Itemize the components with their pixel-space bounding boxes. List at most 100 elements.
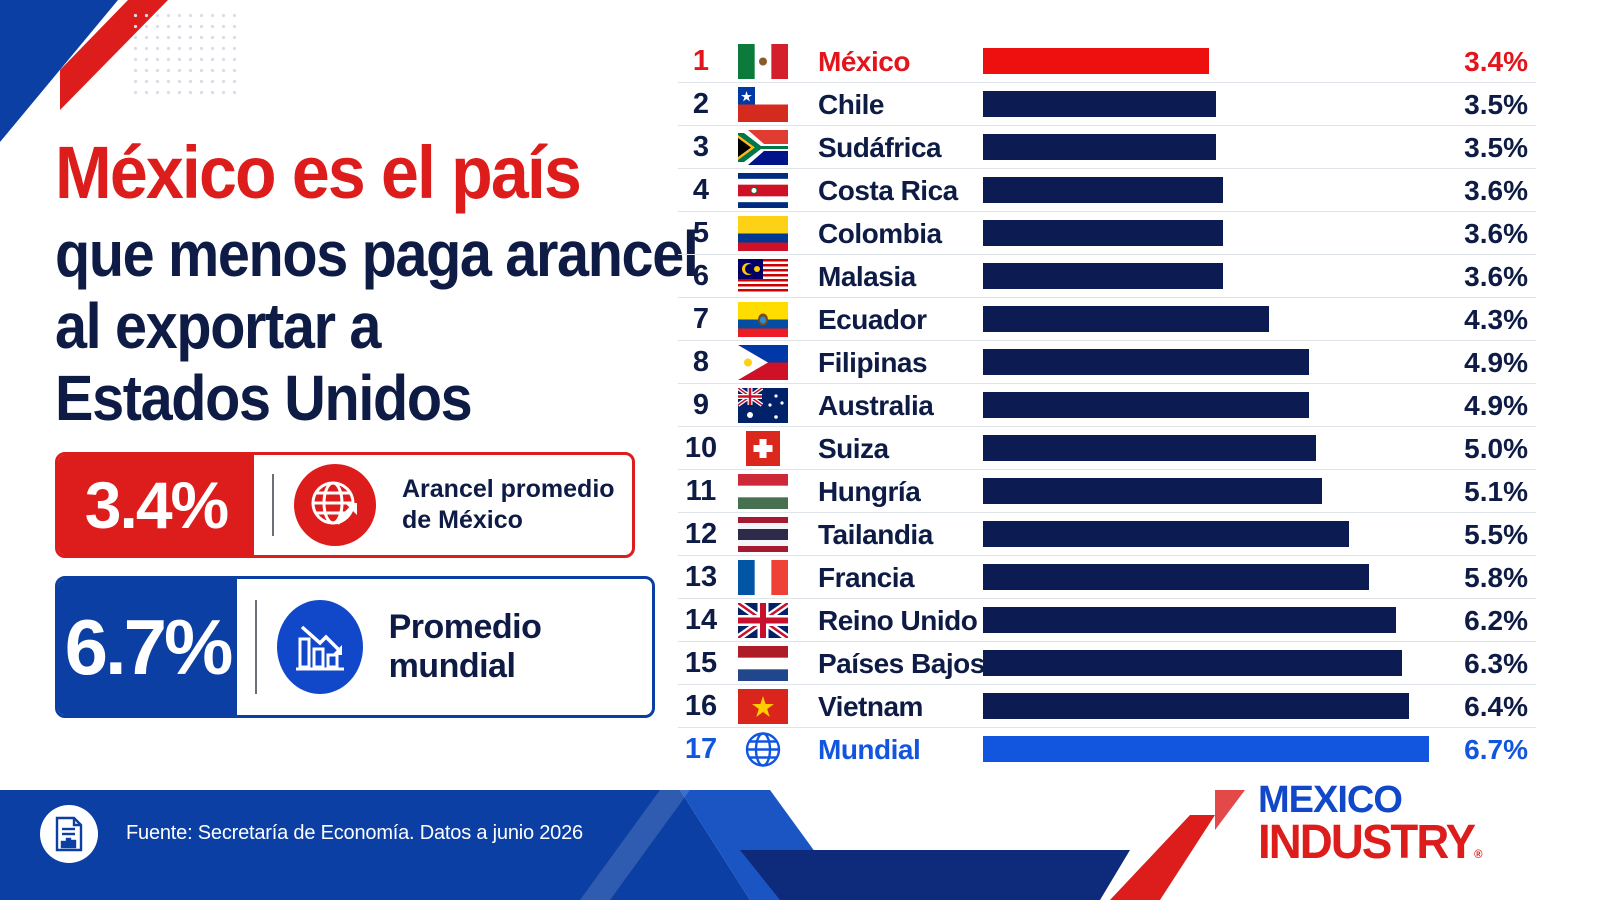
value-label: 3.6% [1464, 175, 1528, 206]
chart-row: 9 Australia 4.9% [678, 384, 1536, 427]
south-africa-flag-icon [738, 130, 788, 165]
value-label: 3.6% [1464, 261, 1528, 292]
chart-row: 4 Costa Rica 3.6% [678, 169, 1536, 212]
value-label: 6.4% [1464, 691, 1528, 722]
hungary-flag-icon [738, 474, 788, 510]
logo-line-2: INDUSTRY® [1258, 819, 1524, 877]
chart-row: 10 Suiza 5.0% [678, 427, 1536, 470]
category-label: Malasia [818, 261, 916, 292]
category-label: Ecuador [818, 304, 927, 335]
bar [983, 306, 1269, 332]
value-label: 3.6% [1464, 218, 1528, 249]
category-label: Colombia [818, 218, 942, 249]
bar [983, 693, 1409, 719]
chart-row: 5 Colombia 3.6% [678, 212, 1536, 255]
document-chart-icon [40, 805, 98, 863]
chart-row: 7 Ecuador 4.3% [678, 298, 1536, 341]
category-label: Francia [818, 562, 915, 593]
category-label: Costa Rica [818, 175, 958, 206]
rank-label: 10 [684, 432, 718, 464]
chart-row: 12 Tailandia 5.5% [678, 513, 1536, 556]
bar [983, 349, 1309, 375]
chart-row: 17 Mundial 6.7% [678, 728, 1536, 771]
rank-label: 5 [692, 217, 710, 249]
rank-label: 14 [684, 604, 718, 636]
rank-label: 13 [684, 561, 718, 593]
tariff-bar-chart: 1 México 3.4% 2 Chile 3.5% 3 Sudáfrica 3.5% 4 Cost… [678, 40, 1538, 770]
rank-label: 9 [692, 389, 710, 421]
chart-row: 1 México 3.4% [678, 40, 1536, 83]
world-average-card: 6.7% Promedio mundial [55, 576, 655, 718]
australia-flag-icon [736, 386, 788, 423]
value-label: 3.4% [1464, 46, 1528, 77]
logo-registered-mark: ® [1474, 847, 1482, 861]
value-label: 5.5% [1464, 519, 1528, 550]
philippines-flag-icon [738, 345, 788, 380]
globe-arrow-icon [294, 464, 376, 546]
value-label: 3.5% [1464, 89, 1528, 120]
bar [983, 134, 1216, 160]
rank-label: 16 [684, 690, 718, 722]
bar-chart-down-icon [276, 600, 363, 694]
globe-icon [738, 732, 788, 767]
rank-label: 1 [692, 45, 710, 77]
category-label: Reino Unido [818, 605, 978, 636]
malaysia-flag-icon [738, 259, 788, 295]
footer-band [0, 790, 1600, 900]
divider [272, 474, 274, 536]
chile-flag-icon [738, 87, 788, 122]
bar [983, 607, 1396, 633]
chart-row: 8 Filipinas 4.9% [678, 341, 1536, 384]
bar [983, 521, 1349, 547]
colombia-flag-icon [738, 216, 788, 251]
logo-line-2-text: INDUSTRY [1258, 816, 1476, 869]
rank-label: 8 [692, 346, 710, 378]
bar [983, 564, 1369, 590]
bar [983, 736, 1429, 762]
bar [983, 220, 1223, 246]
chart-row: 11 Hungría 5.1% [678, 470, 1536, 513]
chart-row: 15 Países Bajos 6.3% [678, 642, 1536, 685]
chart-row: 13 Francia 5.8% [678, 556, 1536, 599]
rank-label: 12 [684, 518, 718, 550]
costa-rica-flag-icon [738, 173, 788, 209]
bar [983, 392, 1309, 418]
rank-label: 7 [692, 303, 710, 335]
switzerland-flag-icon [738, 431, 788, 466]
headline-line-3: al exportar a [55, 290, 381, 362]
logo-line-1: MEXICO [1258, 779, 1403, 821]
value-label: 5.8% [1464, 562, 1528, 593]
netherlands-flag-icon [738, 646, 788, 682]
bar [983, 650, 1402, 676]
value-label: 3.5% [1464, 132, 1528, 163]
chart-row: 3 Sudáfrica 3.5% [678, 126, 1536, 169]
rank-label: 15 [684, 647, 718, 679]
headline: México es el país que menos paga arancel… [55, 128, 699, 434]
headline-line-1: México es el país [55, 131, 582, 214]
bar [983, 478, 1322, 504]
rank-label: 6 [692, 260, 710, 292]
headline-line-2: que menos paga arancel [55, 218, 699, 290]
bar [983, 91, 1216, 117]
chart-row: 14 Reino Unido 6.2% [678, 599, 1536, 642]
mexico-tariff-value: 3.4% [58, 455, 254, 555]
mexico-industry-logo: MEXICO INDUSTRY® [1258, 780, 1538, 877]
value-label: 6.3% [1464, 648, 1528, 679]
france-flag-icon [738, 560, 789, 595]
vietnam-flag-icon [738, 689, 788, 724]
category-label: Suiza [818, 433, 889, 464]
bar [983, 263, 1223, 289]
world-average-label: Promedio mundial [388, 608, 542, 685]
value-label: 4.3% [1464, 304, 1528, 335]
value-label: 6.2% [1464, 605, 1528, 636]
category-label: Chile [818, 89, 884, 120]
mexico-tariff-card: 3.4% Arancel promedio de México [55, 452, 635, 558]
value-label: 5.0% [1464, 433, 1528, 464]
bar [983, 435, 1316, 461]
dot-pattern [130, 10, 240, 100]
world-average-value: 6.7% [58, 579, 237, 715]
rank-label: 4 [692, 174, 710, 206]
category-label: Sudáfrica [818, 132, 942, 163]
ecuador-flag-icon [738, 302, 788, 337]
category-label: Australia [818, 390, 934, 421]
